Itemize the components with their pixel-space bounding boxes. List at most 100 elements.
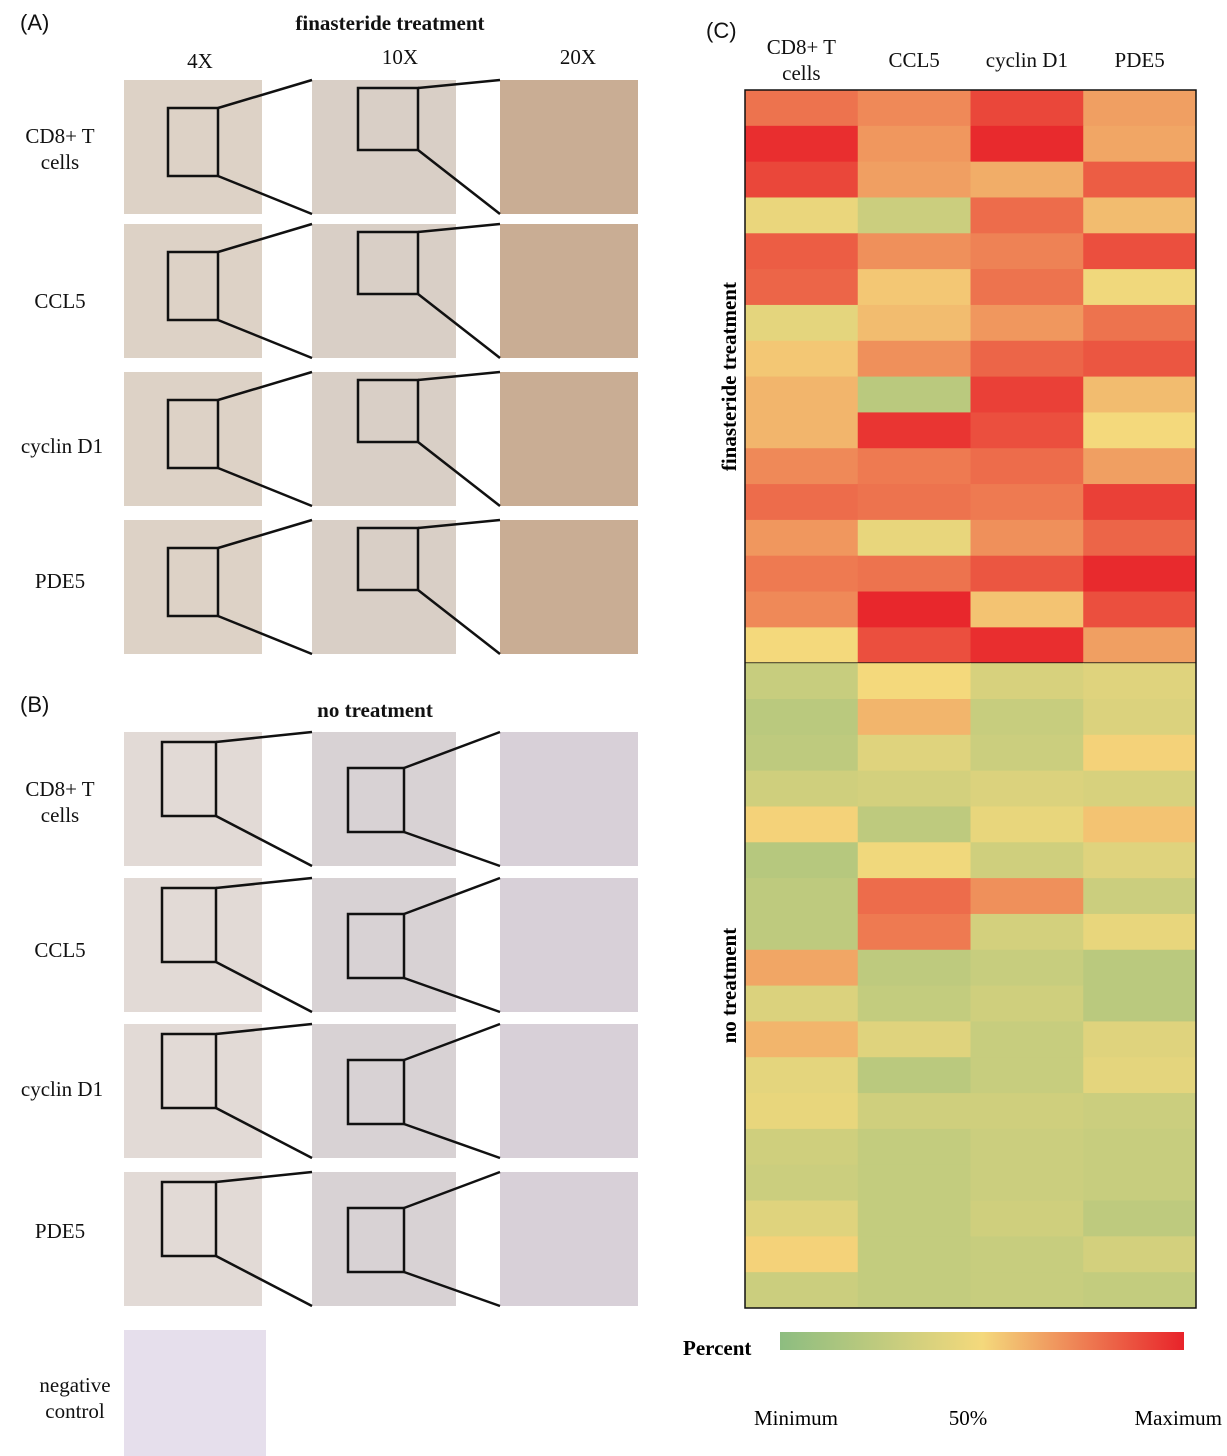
heat-cell bbox=[745, 412, 858, 448]
heat-cell bbox=[1083, 1021, 1196, 1057]
heat-cell bbox=[745, 627, 858, 663]
heat-cell bbox=[1083, 771, 1196, 807]
heat-cell bbox=[971, 484, 1084, 520]
heat-cell bbox=[745, 126, 858, 162]
heat-cell bbox=[971, 914, 1084, 950]
heat-cell bbox=[1083, 806, 1196, 842]
heat-cell bbox=[971, 878, 1084, 914]
heat-cell bbox=[1083, 520, 1196, 556]
heat-cell bbox=[1083, 126, 1196, 162]
heat-cell bbox=[745, 305, 858, 341]
heat-cell bbox=[858, 842, 971, 878]
heat-cell bbox=[858, 627, 971, 663]
heat-cell bbox=[745, 663, 858, 699]
heat-cell bbox=[1083, 1201, 1196, 1237]
group-label: finasteride treatment bbox=[717, 282, 741, 471]
heat-cell bbox=[745, 914, 858, 950]
heat-cell bbox=[858, 126, 971, 162]
column-label: CD8+ T cells bbox=[753, 34, 850, 86]
row-label: CD8+ T cells bbox=[10, 123, 110, 175]
heat-cell bbox=[858, 914, 971, 950]
magnification: 20X bbox=[538, 44, 618, 70]
heat-cell bbox=[1083, 627, 1196, 663]
row-label: negative control bbox=[20, 1372, 130, 1424]
heat-cell bbox=[1083, 1272, 1196, 1308]
heat-cell bbox=[1083, 986, 1196, 1022]
micrograph-row bbox=[124, 520, 638, 654]
heat-cell bbox=[971, 197, 1084, 233]
row-label: CD8+ T cells bbox=[10, 776, 110, 828]
heat-cell bbox=[971, 341, 1084, 377]
heat-cell bbox=[971, 520, 1084, 556]
heat-cell bbox=[858, 735, 971, 771]
heat-cell bbox=[858, 986, 971, 1022]
row-label: CCL5 bbox=[10, 937, 110, 963]
heat-cell bbox=[858, 556, 971, 592]
column-label: CCL5 bbox=[866, 47, 963, 73]
heat-cell bbox=[1083, 950, 1196, 986]
heat-cell bbox=[858, 950, 971, 986]
heat-cell bbox=[971, 126, 1084, 162]
row-label: CCL5 bbox=[10, 288, 110, 314]
heat-cell bbox=[1083, 484, 1196, 520]
heat-cell bbox=[971, 950, 1084, 986]
heat-cell bbox=[1083, 197, 1196, 233]
micrograph-row bbox=[124, 1172, 638, 1306]
heat-cell bbox=[971, 735, 1084, 771]
heat-cell bbox=[971, 412, 1084, 448]
heat-cell bbox=[1083, 842, 1196, 878]
heat-cell bbox=[858, 663, 971, 699]
heat-cell bbox=[1083, 592, 1196, 628]
row-label: cyclin D1 bbox=[4, 1076, 120, 1102]
colorbar bbox=[780, 1332, 1184, 1350]
heat-cell bbox=[745, 520, 858, 556]
heat-cell bbox=[858, 269, 971, 305]
magnification: 4X bbox=[160, 48, 240, 74]
heat-cell bbox=[971, 1272, 1084, 1308]
row-label: cyclin D1 bbox=[4, 433, 120, 459]
heat-cell bbox=[745, 950, 858, 986]
heat-cell bbox=[1083, 341, 1196, 377]
heat-cell bbox=[745, 162, 858, 198]
heat-cell bbox=[1083, 663, 1196, 699]
colorbar-tick-label: 50% bbox=[949, 1406, 988, 1430]
micrograph-row bbox=[124, 224, 638, 358]
heat-cell bbox=[858, 878, 971, 914]
colorbar-tick-label: Minimum bbox=[754, 1406, 838, 1430]
heat-cell bbox=[858, 162, 971, 198]
micrograph-row bbox=[124, 80, 638, 214]
heat-cell bbox=[1083, 1057, 1196, 1093]
heat-cell bbox=[745, 592, 858, 628]
heat-cell bbox=[971, 1021, 1084, 1057]
heat-cell bbox=[745, 233, 858, 269]
heat-cell bbox=[1083, 162, 1196, 198]
heat-cell bbox=[745, 484, 858, 520]
heat-cell bbox=[858, 233, 971, 269]
heat-cell bbox=[745, 377, 858, 413]
heat-cell bbox=[1083, 699, 1196, 735]
micrograph-row bbox=[124, 878, 638, 1012]
heat-cell bbox=[971, 448, 1084, 484]
heat-cell bbox=[858, 448, 971, 484]
heat-cell bbox=[858, 806, 971, 842]
heat-cell bbox=[1083, 305, 1196, 341]
heat-cell bbox=[745, 1057, 858, 1093]
heat-cell bbox=[858, 341, 971, 377]
heat-cell bbox=[971, 233, 1084, 269]
column-label: cyclin D1 bbox=[979, 47, 1076, 73]
heat-cell bbox=[1083, 914, 1196, 950]
heat-cell bbox=[971, 986, 1084, 1022]
heat-cell bbox=[745, 842, 858, 878]
heat-cell bbox=[745, 90, 858, 126]
figure-graphics: finasteride treatmentno treatment Percen… bbox=[0, 0, 1227, 1456]
heat-cell bbox=[745, 986, 858, 1022]
panel-letter: (C) bbox=[706, 18, 737, 44]
heat-cell bbox=[858, 1129, 971, 1165]
heat-cell bbox=[858, 305, 971, 341]
heat-cell bbox=[971, 1201, 1084, 1237]
column-label: PDE5 bbox=[1091, 47, 1188, 73]
heat-cell bbox=[971, 377, 1084, 413]
heat-cell bbox=[745, 1129, 858, 1165]
heat-cell bbox=[745, 556, 858, 592]
